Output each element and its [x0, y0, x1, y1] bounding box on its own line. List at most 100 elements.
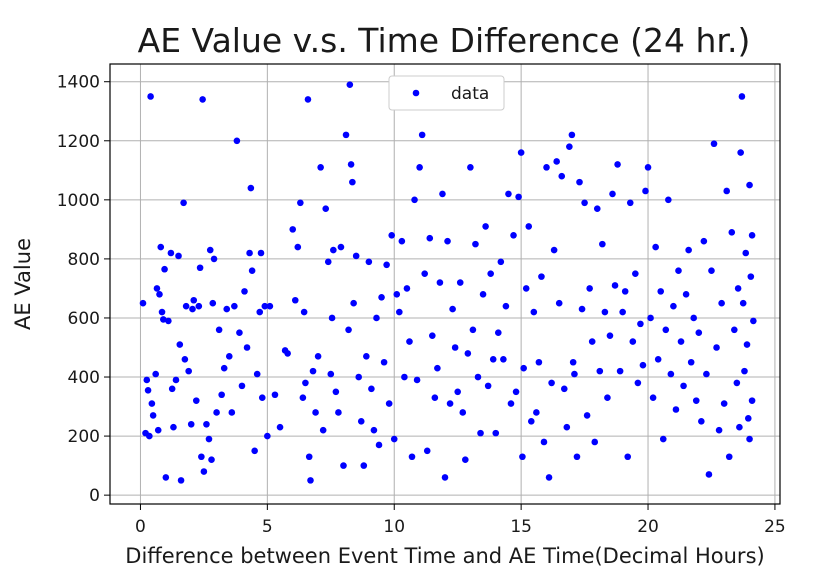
data-point: [632, 270, 639, 277]
data-point: [139, 299, 147, 307]
data-point: [233, 137, 241, 145]
data-point: [497, 258, 505, 266]
data-point: [251, 447, 258, 455]
data-point: [690, 314, 698, 322]
data-point: [675, 267, 682, 275]
data-point: [299, 394, 307, 401]
data-point: [710, 140, 718, 148]
data-point: [223, 305, 231, 313]
data-point: [742, 249, 750, 257]
data-point: [581, 199, 588, 207]
data-point: [748, 397, 756, 404]
data-point: [734, 285, 742, 292]
data-point: [522, 285, 530, 292]
data-point: [626, 199, 634, 207]
data-point: [411, 196, 418, 204]
data-point: [355, 373, 363, 381]
data-point: [241, 288, 248, 295]
data-point: [328, 314, 336, 322]
data-point: [464, 350, 472, 357]
data-point: [459, 409, 467, 416]
x-tick-label: 20: [637, 517, 659, 537]
data-point: [225, 353, 233, 360]
data-point: [634, 379, 642, 387]
data-point: [705, 471, 713, 478]
data-point: [200, 468, 208, 475]
data-point: [715, 426, 723, 434]
data-point: [385, 400, 393, 407]
data-point: [165, 317, 172, 325]
data-point: [307, 477, 314, 484]
data-point: [560, 385, 568, 393]
data-point: [170, 423, 177, 431]
data-point: [510, 231, 517, 239]
data-point: [535, 358, 543, 366]
y-tick-label: 1000: [57, 191, 100, 211]
data-point: [543, 164, 550, 171]
data-point: [383, 261, 390, 269]
data-point: [168, 385, 176, 393]
data-point: [743, 341, 751, 348]
data-point: [555, 299, 563, 307]
data-point: [198, 453, 205, 461]
data-point: [177, 477, 185, 484]
data-point: [492, 429, 500, 437]
data-point: [157, 243, 165, 251]
data-point: [148, 400, 156, 407]
data-point: [258, 394, 266, 401]
data-point: [736, 423, 743, 431]
plot-frame: [109, 63, 781, 505]
data-point: [228, 409, 236, 416]
data-point: [398, 237, 406, 245]
data-point: [340, 462, 347, 469]
data-point: [588, 338, 596, 345]
data-point: [335, 409, 342, 416]
data-point: [747, 273, 755, 280]
data-point: [502, 302, 510, 310]
data-point: [189, 305, 196, 313]
data-point: [388, 231, 396, 239]
data-point: [327, 370, 335, 378]
data-point: [670, 302, 677, 310]
data-point: [431, 394, 439, 401]
data-point: [505, 190, 512, 198]
data-point: [647, 314, 654, 322]
data-point: [654, 356, 662, 363]
data-point: [527, 418, 535, 425]
data-point: [154, 426, 162, 434]
data-point: [380, 358, 388, 366]
data-point: [347, 161, 355, 168]
data-point: [434, 364, 441, 372]
data-point: [456, 279, 464, 286]
data-point: [474, 373, 482, 381]
data-point: [659, 435, 667, 443]
data-point: [220, 364, 228, 372]
data-point: [525, 223, 533, 230]
data-point: [300, 308, 308, 316]
data-point: [629, 338, 637, 345]
data-point: [439, 190, 446, 198]
data-point: [418, 131, 426, 139]
data-point: [596, 367, 604, 375]
data-point: [210, 255, 218, 263]
data-point: [208, 456, 215, 464]
data-point: [576, 178, 583, 186]
data-point: [563, 423, 571, 431]
y-tick-label: 200: [68, 427, 100, 447]
data-point: [146, 432, 153, 440]
data-point: [746, 435, 753, 443]
data-point: [545, 474, 553, 481]
data-point: [403, 285, 411, 292]
legend-entry: data: [451, 84, 489, 104]
data-point: [700, 237, 708, 245]
data-point: [487, 270, 494, 277]
data-point: [444, 237, 451, 245]
data-point: [723, 187, 731, 195]
data-point: [349, 178, 356, 186]
data-point: [167, 249, 175, 257]
data-point: [305, 453, 313, 461]
data-point: [737, 149, 744, 156]
data-point: [266, 302, 274, 310]
data-point: [375, 441, 383, 449]
data-point: [708, 267, 715, 275]
